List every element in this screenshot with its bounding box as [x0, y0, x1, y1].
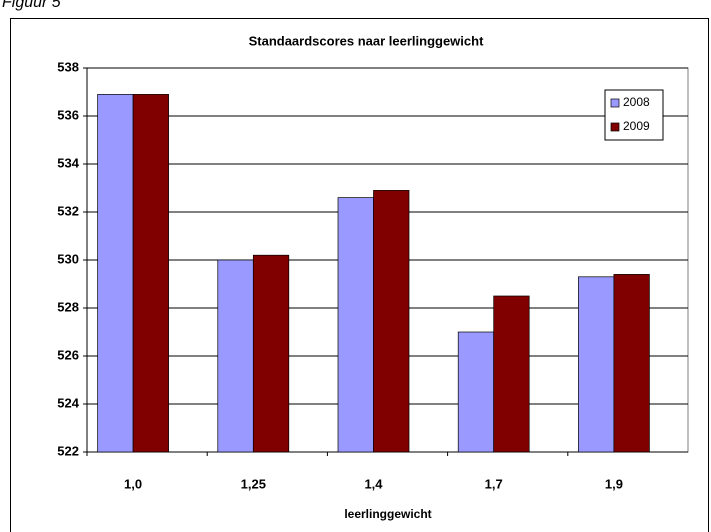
bar	[613, 274, 650, 453]
y-tick-label: 532	[57, 203, 79, 218]
bar	[578, 276, 615, 453]
y-tick-label: 536	[57, 107, 79, 122]
bar	[373, 190, 410, 453]
bar	[132, 94, 169, 453]
x-tick-label: 1,7	[485, 476, 503, 491]
caption: Figuur 5	[2, 0, 61, 11]
y-tick-label: 530	[57, 251, 79, 266]
x-tick-label: 1,4	[364, 476, 383, 491]
x-tick-label: 1,0	[124, 476, 142, 491]
y-tick-label: 526	[57, 347, 79, 362]
bar	[457, 331, 495, 453]
y-tick-label: 534	[57, 155, 79, 170]
legend-label: 2009	[623, 119, 650, 133]
bar	[337, 197, 374, 453]
y-tick-label: 528	[57, 299, 79, 314]
x-axis-label: leerlinggewicht	[344, 507, 431, 521]
legend-label: 2008	[623, 95, 650, 109]
chart-title: Standaardscores naar leerlinggewicht	[249, 33, 484, 48]
bar	[493, 295, 530, 453]
bar	[217, 259, 254, 453]
legend-box	[604, 89, 664, 141]
x-tick-label: 1,9	[605, 476, 623, 491]
y-tick-label: 538	[57, 59, 79, 74]
bar	[97, 94, 134, 453]
legend-swatch	[610, 98, 620, 108]
y-tick-label: 522	[57, 443, 79, 458]
legend-swatch	[610, 122, 620, 132]
x-tick-label: 1,25	[241, 476, 266, 491]
y-tick-label: 524	[57, 395, 79, 410]
bar	[252, 254, 290, 453]
